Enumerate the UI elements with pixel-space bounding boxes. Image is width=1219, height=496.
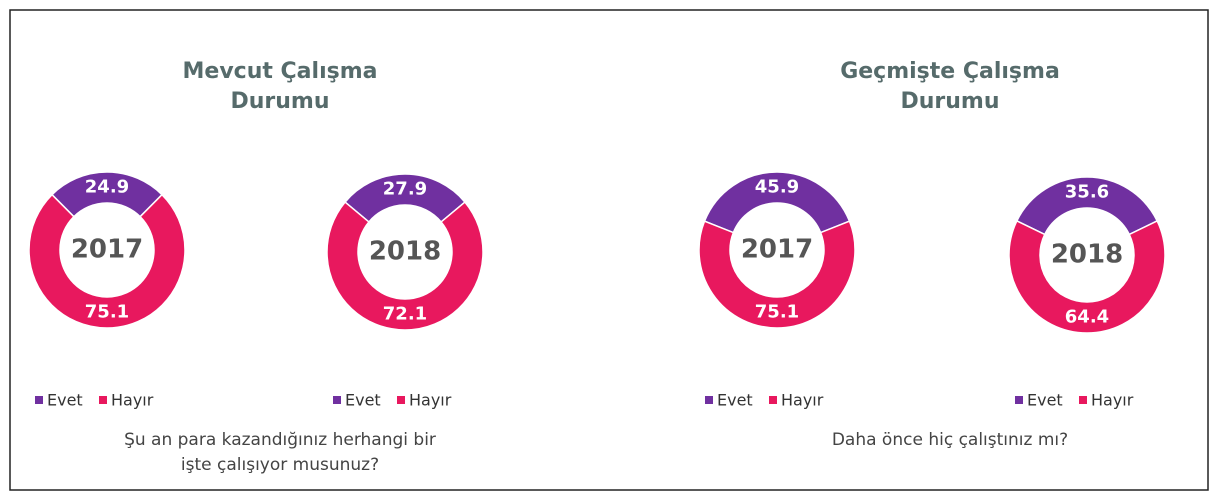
value-label: 72.1 — [383, 304, 427, 325]
donut-slice — [703, 171, 851, 234]
center-label: 2017 — [741, 235, 813, 265]
chart-title: Durumu — [900, 89, 999, 114]
legend-marker — [769, 396, 777, 404]
chart-title: Durumu — [230, 89, 329, 114]
center-label: 2017 — [71, 235, 143, 265]
chart-title: Mevcut Çalışma — [183, 59, 378, 84]
legend-label: Evet — [345, 391, 381, 410]
legend-marker — [99, 396, 107, 404]
value-label: 45.9 — [755, 177, 799, 198]
value-label: 64.4 — [1065, 307, 1109, 328]
legend-marker — [333, 396, 341, 404]
legend-label: Hayır — [111, 391, 154, 410]
legend-marker — [1015, 396, 1023, 404]
legend-marker — [1079, 396, 1087, 404]
value-label: 75.1 — [85, 302, 129, 323]
value-label: 75.1 — [755, 302, 799, 323]
chart-title: Geçmişte Çalışma — [840, 59, 1060, 84]
legend-label: Hayır — [781, 391, 824, 410]
legend-label: Evet — [717, 391, 753, 410]
value-label: 35.6 — [1065, 182, 1109, 203]
donut-slice — [698, 220, 856, 329]
legend-marker — [705, 396, 713, 404]
donut-slice — [28, 193, 186, 329]
legend-label: Evet — [47, 391, 83, 410]
caption: işte çalışıyor musunuz? — [181, 455, 379, 475]
legend-label: Evet — [1027, 391, 1063, 410]
caption: Daha önce hiç çalıştınız mı? — [832, 430, 1068, 450]
center-label: 2018 — [1051, 240, 1123, 270]
value-label: 27.9 — [383, 179, 427, 200]
legend-marker — [397, 396, 405, 404]
donut-slice — [326, 201, 484, 331]
caption: Şu an para kazandığınız herhangi bir — [124, 430, 436, 450]
legend-marker — [35, 396, 43, 404]
donut-slice — [1015, 176, 1159, 236]
legend-label: Hayır — [1091, 391, 1134, 410]
center-label: 2018 — [369, 237, 441, 267]
legend-label: Hayır — [409, 391, 452, 410]
value-label: 24.9 — [85, 177, 129, 198]
donut-slice — [1008, 219, 1166, 334]
frame — [9, 9, 1209, 491]
